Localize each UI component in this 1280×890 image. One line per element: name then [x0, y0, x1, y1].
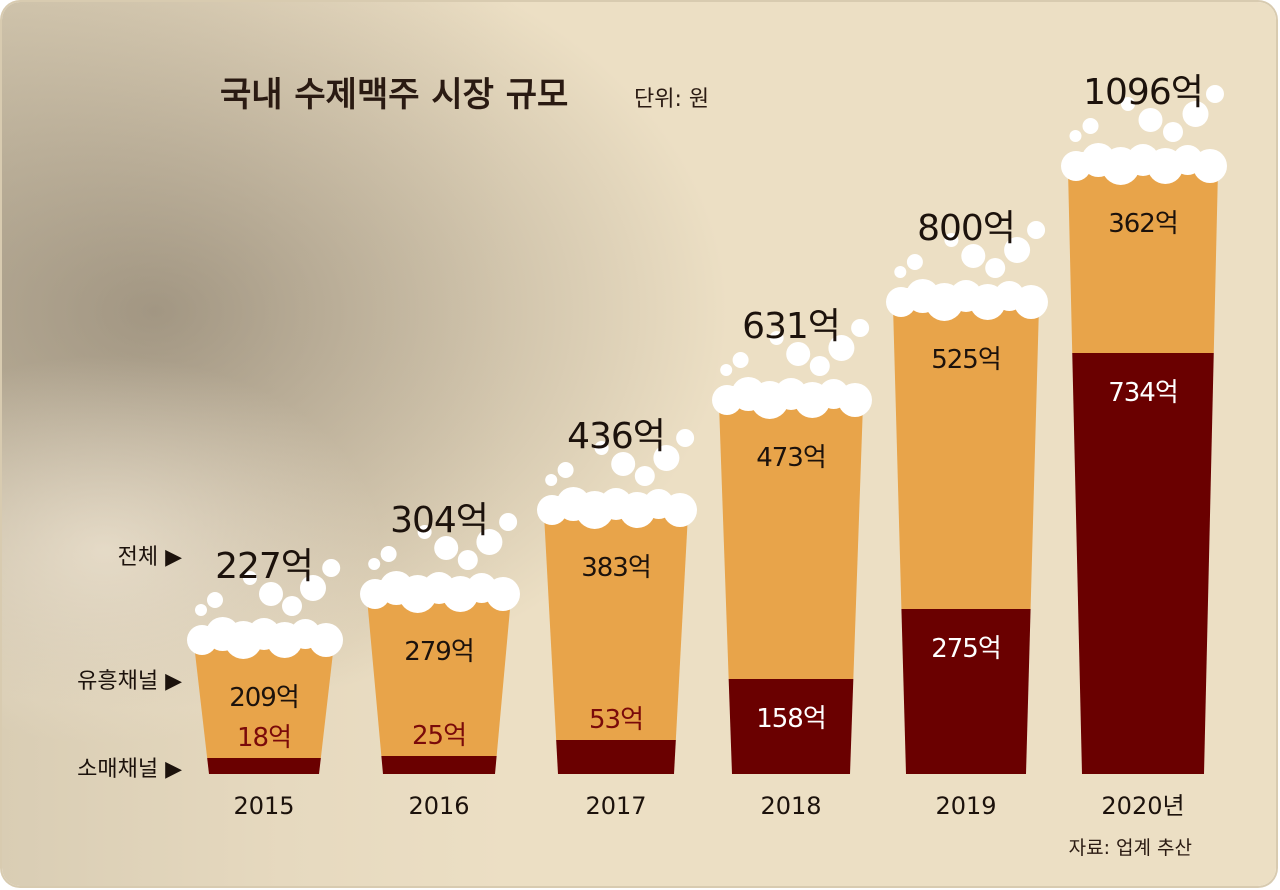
- entertainment-label-1: 279억: [404, 637, 474, 667]
- bar-entertainment-0: [194, 644, 334, 758]
- bar-retail-2: [556, 740, 676, 774]
- retail-label-2: 53억: [589, 705, 643, 735]
- x-tick-5: 2020년: [1101, 792, 1184, 820]
- legend: 전체 ▶ 유흥채널 ▶ 소매채널 ▶: [77, 545, 182, 782]
- chart-title: 국내 수제맥주 시장 규모: [220, 75, 568, 115]
- total-label-4: 800억: [917, 208, 1015, 249]
- x-tick-1: 2016: [408, 792, 469, 820]
- foam-5: [1061, 85, 1227, 185]
- entertainment-label-4: 525억: [931, 345, 1001, 375]
- total-label-2: 436억: [567, 416, 665, 457]
- retail-label-5: 734억: [1108, 378, 1178, 408]
- legend-label-0: 전체 ▶: [118, 545, 182, 570]
- foam-2: [537, 429, 697, 529]
- bar-retail-5: [1072, 353, 1214, 774]
- x-tick-4: 2019: [935, 792, 996, 820]
- x-tick-0: 2015: [233, 792, 294, 820]
- foam-0: [187, 559, 343, 659]
- retail-label-1: 25억: [412, 721, 466, 751]
- x-tick-2: 2017: [585, 792, 646, 820]
- bar-group: 227억 209억 18억 2015 304억 279억 25억 2016 436억 383억 53…: [187, 72, 1227, 820]
- bar-entertainment-3: [719, 404, 863, 679]
- bar-retail-4: [901, 609, 1031, 774]
- foam-1: [360, 513, 520, 613]
- total-label-1: 304억: [390, 500, 488, 541]
- bar-entertainment-1: [367, 598, 511, 756]
- foam-3: [712, 319, 872, 419]
- retail-label-4: 275억: [931, 634, 1001, 664]
- total-label-0: 227억: [215, 546, 313, 587]
- x-tick-3: 2018: [760, 792, 821, 820]
- entertainment-label-2: 383억: [581, 553, 651, 583]
- entertainment-label-5: 362억: [1108, 209, 1178, 239]
- legend-label-1: 유흥채널 ▶: [77, 669, 182, 694]
- source-label: 자료: 업계 추산: [1069, 837, 1192, 859]
- total-label-3: 631억: [742, 306, 840, 347]
- total-label-5: 1096억: [1083, 72, 1203, 113]
- bar-entertainment-2: [544, 514, 688, 740]
- bar-retail-1: [381, 756, 497, 774]
- retail-label-3: 158억: [756, 704, 826, 734]
- entertainment-label-0: 209억: [229, 683, 299, 713]
- foam-4: [886, 221, 1048, 321]
- bar-entertainment-4: [893, 306, 1039, 609]
- retail-label-0: 18억: [237, 723, 291, 753]
- unit-label: 단위: 원: [634, 87, 709, 112]
- entertainment-label-3: 473억: [756, 443, 826, 473]
- bar-retail-0: [207, 758, 321, 774]
- legend-label-2: 소매채널 ▶: [77, 757, 182, 782]
- bar-retail-3: [728, 679, 854, 774]
- bar-entertainment-5: [1068, 170, 1218, 353]
